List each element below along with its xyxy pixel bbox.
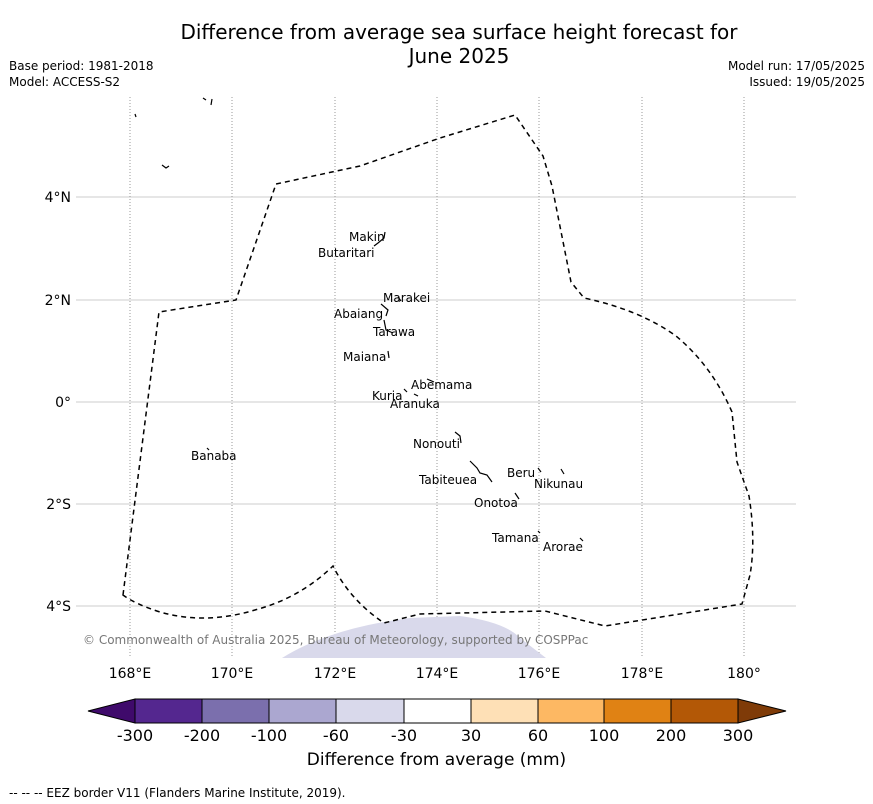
place-tabiteuea: Tabiteuea (418, 473, 477, 487)
lat-tick-4n: 4°N (45, 190, 71, 206)
lon-tick-174e: 174°E (416, 666, 459, 682)
place-tarawa: Tarawa (372, 325, 415, 339)
colorbar (87, 698, 787, 724)
colorbar-extend-high (737, 698, 787, 724)
colorbar-extend-low (87, 698, 136, 724)
island-beru (537, 467, 542, 473)
island-aranuka (413, 393, 419, 397)
lat-gridlines (76, 196, 796, 607)
meta-left: Base period: 1981-2018 Model: ACCESS-S2 (9, 58, 154, 90)
place-arorae: Arorae (543, 540, 583, 554)
lat-tick-2s: 2°S (46, 497, 71, 513)
colorbar-seg-7 (537, 698, 605, 724)
island-tabiteuea (469, 460, 493, 483)
place-nonouti: Nonouti (413, 437, 460, 451)
island-north-4 (161, 164, 170, 169)
place-abemama: Abemama (411, 378, 472, 392)
island-abaiang (380, 303, 389, 317)
place-banaba: Banaba (191, 449, 237, 463)
model-text: Model: ACCESS-S2 (9, 75, 121, 89)
cb-tick-10: 300 (723, 726, 754, 745)
place-kuria: Kuria (372, 389, 403, 403)
cb-tick-8: 100 (589, 726, 620, 745)
colorbar-seg-3 (268, 698, 337, 724)
model-run-text: Model run: 17/05/2025 (727, 59, 865, 73)
place-abaiang: Abaiang (334, 307, 383, 321)
cb-tick-2: -200 (184, 726, 220, 745)
island-tarawa (383, 319, 394, 334)
title-line-2: June 2025 (408, 44, 510, 68)
place-labels: Makin Butaritari Marakei Abaiang Tarawa … (191, 230, 583, 554)
island-tamana (537, 530, 541, 534)
island-nonouti (454, 431, 462, 444)
place-aranuka: Aranuka (390, 397, 440, 411)
island-abemama (426, 378, 435, 383)
cb-tick-1: -300 (117, 726, 153, 745)
island-north-3 (134, 113, 137, 118)
cb-tick-3: -100 (251, 726, 287, 745)
colorbar-seg-6 (470, 698, 539, 724)
lon-gridlines (129, 97, 745, 658)
colorbar-seg-4 (335, 698, 405, 724)
lat-tick-0: 0° (55, 395, 71, 411)
island-makin (373, 231, 386, 247)
lat-tick-4s: 4°S (46, 599, 71, 615)
colorbar-seg-8 (603, 698, 672, 724)
lon-tick-172e: 172°E (314, 666, 357, 682)
cb-tick-6: 30 (461, 726, 481, 745)
issued-text: Issued: 19/05/2025 (749, 75, 865, 89)
lon-tick-178e: 178°E (621, 666, 664, 682)
cb-tick-5: -30 (391, 726, 417, 745)
colorbar-seg-9 (670, 698, 739, 724)
island-marakei (397, 296, 402, 302)
map-title: Difference from average sea surface heig… (0, 20, 873, 68)
eez-legend-note: -- -- -- EEZ border V11 (Flanders Marine… (9, 786, 346, 800)
island-kuria (403, 388, 408, 393)
cb-tick-7: 60 (528, 726, 548, 745)
eez-border (122, 114, 754, 627)
anomaly-patch (282, 616, 546, 658)
island-north-1 (202, 97, 207, 101)
place-beru: Beru (507, 466, 535, 480)
copyright-text: © Commonwealth of Australia 2025, Bureau… (83, 633, 588, 647)
cb-tick-9: 200 (656, 726, 687, 745)
island-outlines (134, 97, 584, 542)
colorbar-seg-2 (201, 698, 270, 724)
colorbar-label: Difference from average (mm) (306, 750, 567, 770)
lon-tick-180: 180° (727, 666, 761, 682)
cb-tick-4: -60 (323, 726, 349, 745)
lon-tick-176e: 176°E (518, 666, 561, 682)
place-marakei: Marakei (383, 291, 430, 305)
lon-tick-168e: 168°E (109, 666, 152, 682)
base-period-text: Base period: 1981-2018 (9, 59, 154, 73)
lat-tick-2n: 2°N (45, 293, 71, 309)
lat-tick-labels: 4°N 2°N 0° 2°S 4°S (45, 190, 72, 615)
place-butaritari: Butaritari (318, 246, 375, 260)
island-north-2 (210, 98, 213, 106)
island-arorae (579, 537, 584, 542)
place-tamana: Tamana (491, 531, 539, 545)
colorbar-tick-labels: -300 -200 -100 -60 -30 30 60 100 200 300 (117, 726, 753, 745)
lon-tick-170e: 170°E (211, 666, 254, 682)
island-maiana (387, 350, 390, 359)
title-line-1: Difference from average sea surface heig… (180, 20, 738, 44)
lon-tick-labels: 168°E 170°E 172°E 174°E 176°E 178°E 180° (109, 666, 761, 682)
island-banaba (206, 447, 210, 451)
place-makin: Makin (349, 230, 385, 244)
place-maiana: Maiana (343, 350, 386, 364)
colorbar-seg-5 (403, 698, 472, 724)
colorbar-seg-1 (134, 698, 203, 724)
island-nikunau (560, 468, 565, 475)
place-onotoa: Onotoa (474, 496, 518, 510)
island-onotoa (514, 492, 520, 500)
place-nikunau: Nikunau (534, 477, 583, 491)
meta-right: Model run: 17/05/2025 Issued: 19/05/2025 (728, 58, 865, 90)
